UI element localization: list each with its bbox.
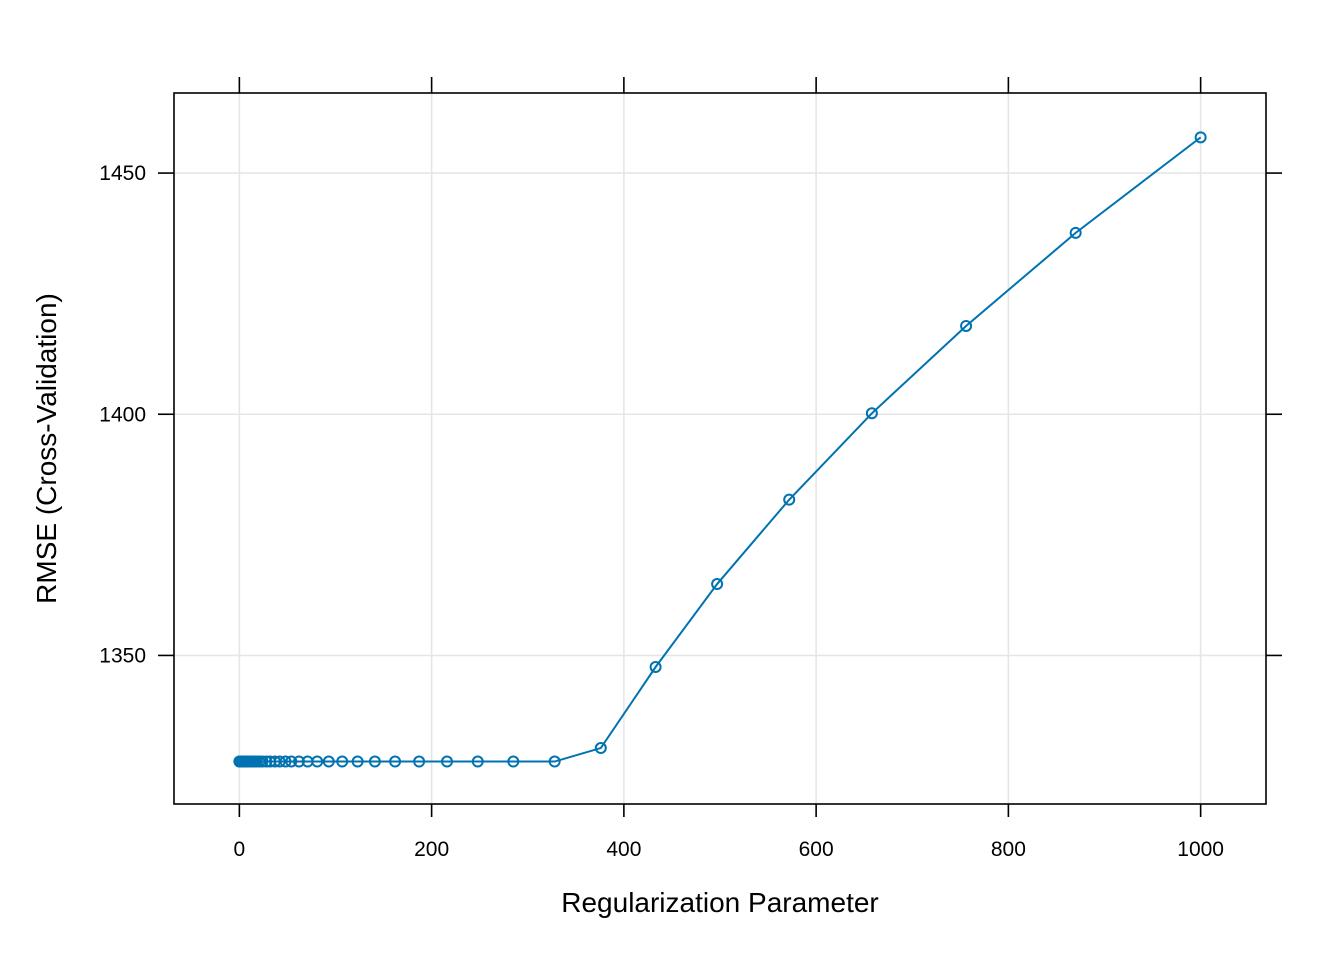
data-point	[960, 319, 973, 332]
series-layer	[233, 131, 1207, 768]
series-line	[239, 136, 1202, 763]
data-point	[413, 755, 426, 768]
data-point	[548, 755, 561, 768]
data-point	[260, 755, 273, 768]
data-point	[865, 407, 878, 420]
data-point	[1194, 131, 1207, 144]
data-point	[273, 755, 286, 768]
data-point	[368, 755, 381, 768]
data-point	[351, 755, 364, 768]
data-point	[594, 742, 607, 755]
data-point	[285, 755, 298, 768]
data-point	[279, 755, 292, 768]
x-tick-label: 400	[606, 838, 641, 861]
data-point	[256, 755, 269, 768]
data-point	[441, 755, 453, 768]
data-point	[711, 578, 724, 591]
grid-lines	[174, 93, 1266, 804]
data-point	[649, 661, 662, 674]
data-point	[322, 755, 335, 768]
x-tick-label: 0	[234, 838, 246, 861]
plot-panel-border	[173, 92, 1267, 805]
data-point	[311, 755, 324, 768]
x-tick-label: 800	[991, 838, 1026, 861]
y-axis-title: RMSE (Cross-Validation)	[31, 293, 62, 604]
x-tick-label: 200	[414, 838, 449, 861]
data-point	[1069, 226, 1082, 239]
y-tick-label: 1450	[99, 162, 146, 185]
data-point	[471, 755, 484, 768]
y-tick-label: 1400	[99, 403, 146, 426]
y-tick-label: 1350	[99, 644, 146, 667]
axis-tick-labels: 0 200 400 600 800 1000 1350 1400 1450	[99, 162, 1224, 861]
data-point	[783, 493, 796, 506]
axis-ticks	[158, 77, 1282, 817]
data-point	[336, 755, 349, 768]
data-point	[292, 755, 305, 768]
data-point	[507, 755, 520, 768]
x-tick-label: 1000	[1177, 838, 1224, 861]
x-axis-title: Regularization Parameter	[561, 887, 879, 918]
data-point	[389, 755, 402, 768]
x-tick-label: 600	[799, 838, 834, 861]
